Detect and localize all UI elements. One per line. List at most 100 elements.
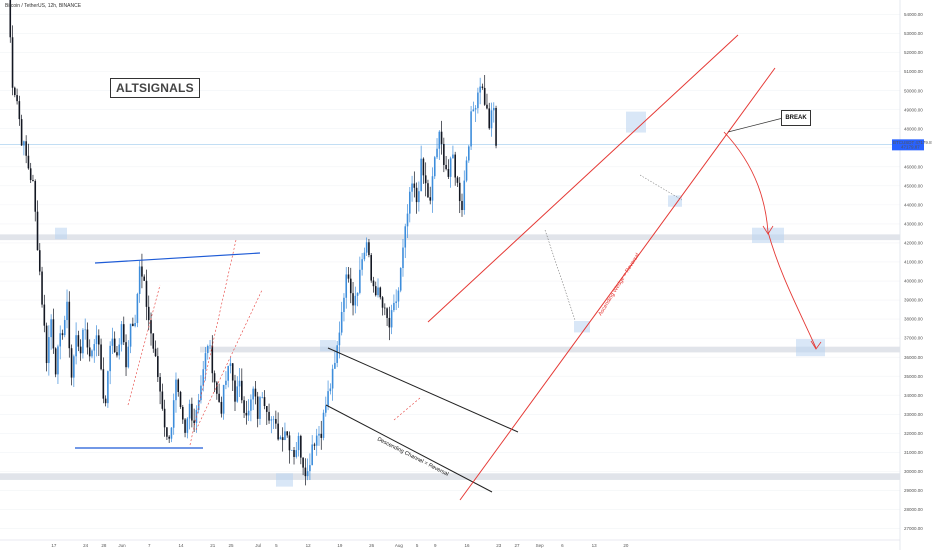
candle-body [122,324,125,343]
candle-body [465,160,468,181]
candle-body [181,406,184,420]
support-resistance-zones [0,111,900,487]
candle-body [222,384,225,414]
candle-body [338,332,341,346]
candle-body [41,271,43,305]
candle-body [59,333,62,347]
candle-body [386,308,388,318]
candlestick-series [9,0,497,486]
candle-body [272,419,275,420]
channel-lower [325,404,493,493]
candle-body [313,444,316,446]
candle-body [479,86,481,93]
candle-body [157,356,159,378]
candle-body [347,274,350,279]
candle-body [52,319,55,349]
y-tick-label: 37000.00 [904,336,923,341]
y-tick-label: 42000.00 [904,241,923,246]
x-tick-label: 24 [83,543,89,548]
break-pointer [727,117,784,133]
candle-body [243,400,245,413]
candle-body [48,337,50,364]
candle-body [481,86,484,88]
highlight-box [574,320,590,333]
candle-body [29,168,32,181]
highlight-box [55,227,67,240]
candle-body [98,335,100,345]
x-tick-label: 14 [179,543,185,548]
candle-body [311,444,313,466]
candle-body [422,158,425,176]
candle-body [413,183,416,188]
candle-body [259,397,261,419]
candle-body [368,242,370,256]
candle-body [227,366,229,381]
candle-body [107,371,109,404]
y-tick-label: 52000.00 [904,50,923,55]
highlight-box [276,473,293,487]
y-tick-label: 27000.00 [904,526,923,531]
candle-body [370,255,372,281]
price-tag [892,139,924,151]
x-tick-label: Sep [536,543,545,548]
y-tick-label: 45000.00 [904,183,923,188]
candle-body [261,397,264,398]
candle-body [93,344,96,351]
candle-body [188,403,191,419]
candle-body [91,350,93,357]
candle-body [136,293,139,324]
candle-body [20,119,23,146]
candle-body [408,191,411,214]
price-tag-label: BTCUSDT 47179.87 [893,140,932,145]
candle-body [415,187,418,203]
x-tick-label: 9 [434,543,437,548]
candle-body [204,353,207,370]
resistance-line [94,252,261,264]
candle-body [186,418,189,433]
candle-body [127,346,130,368]
candle-body [397,290,400,302]
candle-body [349,278,352,294]
x-tick-label: 13 [592,543,598,548]
y-tick-label: 49000.00 [904,107,923,112]
candle-body [277,423,279,440]
y-tick-label: 32000.00 [904,431,923,436]
candle-body [184,419,186,433]
x-tick-label: 16 [465,543,471,548]
candle-body [468,146,470,161]
y-tick-label: 29000.00 [904,488,923,493]
brand-watermark: ALTSIGNALS [110,78,200,98]
candle-body [45,325,48,364]
candle-body [88,347,91,357]
candle-body [241,380,243,401]
time-axis: 17 24 28 Jun 7 14 21 25 Jul 5 12 19 26 Aug 5 9 16 23 27 Sep… [0,539,900,548]
candle-body [420,158,422,192]
candle-body [395,301,397,303]
candle-body [329,388,332,392]
highlight-box [796,339,825,357]
candle-body [393,302,395,311]
candle-body [211,345,214,374]
candle-body [38,250,41,272]
symbol-header: Bitcoin / TetherUS, 12h, BINANCE [5,3,82,9]
candle-body [288,435,291,451]
x-tick-label: 7 [148,543,151,548]
price-zone [0,473,900,480]
x-tick-label: 27 [514,543,520,548]
price-zone [0,234,900,241]
candle-body [270,419,273,421]
candle-body [431,176,434,201]
candle-body [70,348,73,378]
candle-body [284,431,286,441]
candle-body [61,333,64,336]
candle-body [268,411,270,421]
candle-body [320,433,323,438]
y-tick-label: 44000.00 [904,202,923,207]
candle-body [340,311,343,333]
candle-body [154,348,157,357]
candle-body [452,154,454,159]
candle-body [438,131,441,149]
wedge-lower [459,67,776,501]
candle-body [402,247,404,269]
candle-body [404,226,407,248]
